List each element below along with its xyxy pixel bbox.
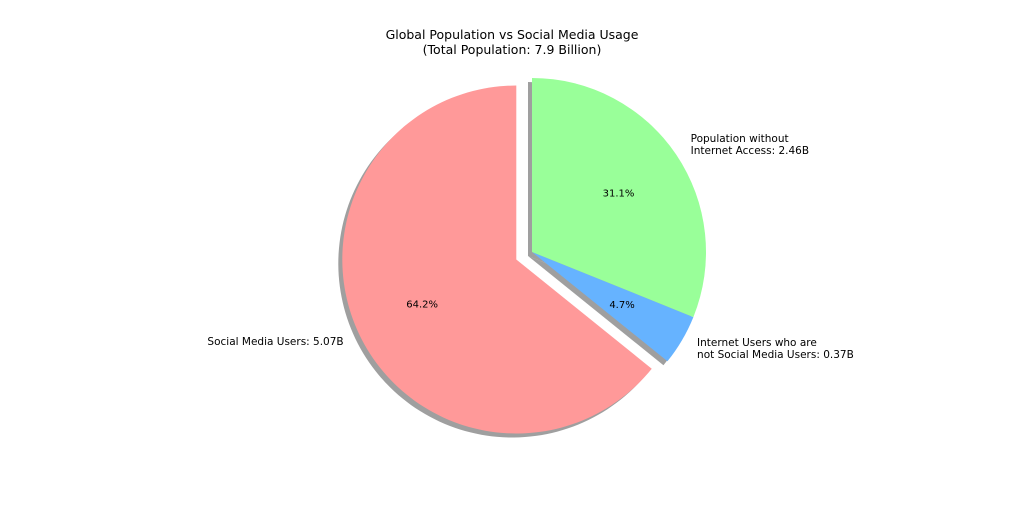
chart-subtitle: (Total Population: 7.9 Billion): [422, 42, 602, 57]
chart-title: Global Population vs Social Media Usage: [385, 27, 639, 42]
value-label: 64.2%: [406, 300, 438, 311]
pie-slice: [532, 252, 694, 362]
category-label: Internet Users who are not Social Media …: [697, 336, 854, 361]
category-label: Population without Internet Access: 2.46…: [690, 132, 810, 157]
pie-slice: [532, 78, 706, 318]
pie-slice: [342, 85, 652, 434]
value-label: 31.1%: [603, 189, 635, 200]
category-label: Social Media Users: 5.07B: [207, 336, 344, 349]
value-label: 4.7%: [609, 300, 634, 311]
